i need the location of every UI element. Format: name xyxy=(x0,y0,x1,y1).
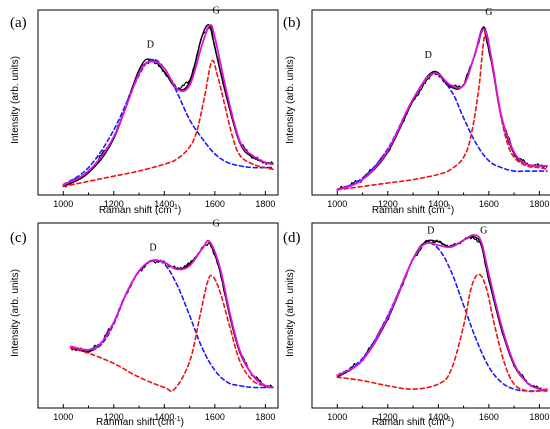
panel-label: (d) xyxy=(283,230,301,246)
x-tick-label: 1400 xyxy=(154,412,174,422)
y-axis-label: Intensity (arb. units) xyxy=(285,269,296,357)
x-axis-label: Raman shift (cm-1) xyxy=(372,204,454,216)
x-tick-label: 1200 xyxy=(378,199,398,209)
d-band-fit-line xyxy=(62,58,274,186)
x-tick-label: 1800 xyxy=(255,412,275,422)
measured-spectrum-line xyxy=(62,23,274,188)
panel-c: (c) 1000 1200 1400 1600 1800 Ranman shift (cm-… xyxy=(10,218,279,428)
peak-label-g: G xyxy=(212,218,219,229)
x-tick-label: 1800 xyxy=(529,199,549,209)
d-band-fit-line xyxy=(336,72,548,191)
panel-a: (a) 1000 1200 1400 1600 1800 Raman shift (cm-1… xyxy=(10,5,279,216)
x-tick-label: 1000 xyxy=(53,412,73,422)
fitted-spectrum-line xyxy=(336,27,548,191)
peak-label-g: G xyxy=(212,5,219,16)
peak-label-g: G xyxy=(480,225,487,236)
x-tick-label: 1000 xyxy=(53,199,73,209)
fitted-spectrum-line xyxy=(336,234,548,391)
peak-label-d: D xyxy=(425,50,432,61)
x-axis-label: Raman shift (cm-1) xyxy=(99,204,181,216)
y-axis-label: Intensity (arb. units) xyxy=(10,269,21,357)
x-tick-label: 1800 xyxy=(529,412,549,422)
x-tick-label: 1600 xyxy=(479,199,499,209)
x-tick-label: 1400 xyxy=(154,199,174,209)
fitted-spectrum-line xyxy=(69,239,274,389)
x-tick-label: 1000 xyxy=(327,412,347,422)
y-axis-label: Intensity (arb. units) xyxy=(285,56,296,144)
x-axis-label: Raman shift (cm-1) xyxy=(372,416,454,428)
peak-label-d: D xyxy=(147,40,154,51)
panel-label: (a) xyxy=(10,15,27,31)
plot-frame xyxy=(37,222,279,409)
x-tick-label: 1200 xyxy=(104,412,124,422)
plot-frame xyxy=(37,9,279,196)
plot-frame xyxy=(311,9,550,196)
g-band-fit-line xyxy=(336,32,548,191)
x-tick-label: 1400 xyxy=(428,199,448,209)
panel-b: (b) 1000 1200 1400 1600 1800 Raman shift (cm-1… xyxy=(283,7,550,216)
panel-d: (d) 1000 1200 1400 1600 1800 Raman shift (cm-1… xyxy=(283,222,550,428)
panel-label: (c) xyxy=(10,230,27,246)
plot-frame xyxy=(311,222,550,409)
x-tick-label: 1200 xyxy=(378,412,398,422)
x-tick-label: 1000 xyxy=(327,199,347,209)
g-band-fit-line xyxy=(62,59,274,188)
peak-label-g: G xyxy=(485,7,492,18)
g-band-fit-line xyxy=(70,274,274,393)
panel-label: (b) xyxy=(283,15,301,31)
x-tick-label: 1800 xyxy=(255,199,275,209)
peak-label-d: D xyxy=(427,225,434,236)
fitted-spectrum-line xyxy=(62,24,274,186)
x-tick-label: 1600 xyxy=(205,412,225,422)
y-axis-label: Intensity (arb. units) xyxy=(10,56,21,144)
x-axis-label: Ranman shift (cm-1) xyxy=(96,416,184,428)
x-tick-label: 1400 xyxy=(428,412,448,422)
x-tick-label: 1200 xyxy=(104,199,124,209)
measured-spectrum-noise xyxy=(337,26,548,190)
g-band-fit-line xyxy=(336,273,548,393)
measured-spectrum-line xyxy=(336,26,548,191)
x-tick-label: 1600 xyxy=(479,412,499,422)
x-tick-label: 1600 xyxy=(205,199,225,209)
d-band-fit-line xyxy=(70,259,274,389)
peak-label-d: D xyxy=(149,242,156,253)
